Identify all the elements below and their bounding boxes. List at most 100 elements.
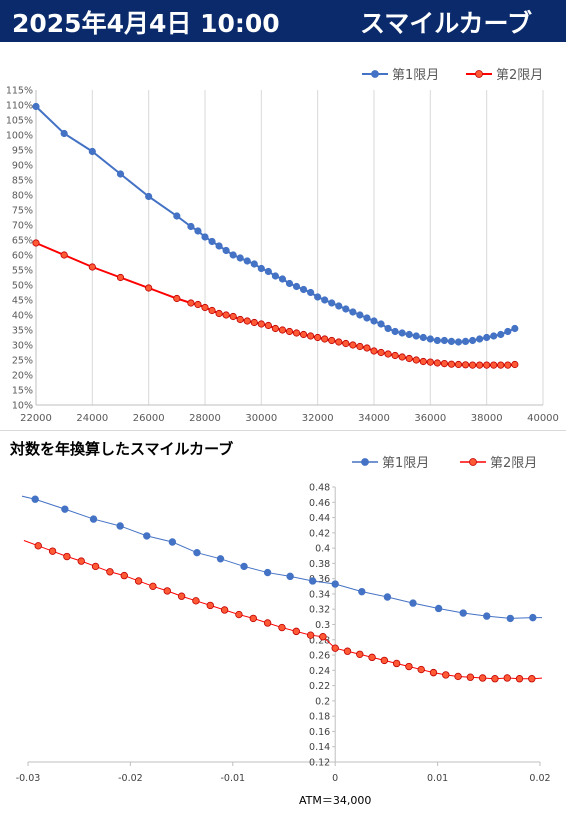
y-tick-label: 0.18 (309, 712, 330, 723)
data-point (208, 237, 216, 246)
data-point (60, 129, 68, 138)
data-point (370, 347, 378, 355)
x-tick-label: 0.02 (529, 773, 550, 784)
x-tick-label: 36000 (414, 413, 446, 424)
data-point (461, 361, 470, 369)
y-tick-label: 70% (12, 221, 33, 232)
data-point (236, 315, 244, 324)
data-point (392, 659, 401, 668)
data-point (63, 552, 71, 561)
data-point (447, 360, 456, 368)
x-tick-label: 26000 (133, 413, 165, 424)
data-point (417, 665, 425, 674)
data-point (235, 610, 243, 619)
data-point (504, 327, 512, 336)
data-point (292, 329, 301, 337)
data-point (61, 505, 69, 513)
data-point (91, 562, 100, 571)
data-point (468, 361, 477, 369)
y-tick-label: 0.38 (309, 559, 330, 570)
y-tick-label: 0.24 (309, 666, 330, 677)
y-tick-label: 85% (12, 176, 33, 187)
y-tick-label: 115% (6, 86, 33, 97)
data-point (299, 330, 308, 339)
series-line (22, 495, 542, 619)
series-line (23, 540, 542, 680)
data-point (398, 353, 406, 361)
legend-marker (371, 70, 379, 78)
legend-marker (469, 458, 477, 466)
legend-label: 第2限月 (490, 456, 537, 471)
data-point (31, 495, 39, 503)
x-tick-label: 34000 (358, 413, 390, 424)
legend-label: 第1限月 (382, 456, 429, 471)
data-point (307, 288, 315, 297)
data-point (250, 318, 258, 327)
x-tick-label: 32000 (302, 413, 334, 424)
data-point (483, 361, 491, 369)
data-point (356, 650, 364, 658)
data-point (32, 102, 40, 111)
data-point (384, 324, 392, 333)
data-point (391, 351, 399, 360)
data-point (434, 604, 443, 613)
data-point (468, 336, 477, 345)
y-tick-label: 100% (6, 131, 33, 142)
x-tick-label: 38000 (471, 413, 503, 424)
data-point (229, 251, 237, 259)
data-point (278, 623, 286, 632)
y-tick-label: 105% (6, 116, 33, 127)
data-point (419, 333, 427, 342)
data-point (447, 337, 456, 345)
data-point (149, 582, 157, 591)
y-tick-label: 45% (12, 296, 33, 307)
data-point (120, 571, 128, 580)
data-point (177, 592, 186, 600)
data-point (461, 337, 470, 345)
data-point (271, 272, 280, 280)
data-point (229, 312, 237, 321)
data-point (377, 348, 385, 357)
data-point (321, 296, 329, 304)
y-tick-label: 40% (12, 311, 33, 322)
data-point (433, 359, 441, 367)
x-tick-label: 24000 (76, 413, 108, 424)
data-point (412, 356, 420, 364)
date-time: 2025年4月4日 10:00 (12, 9, 280, 38)
y-tick-label: 90% (12, 161, 33, 172)
data-point (377, 320, 385, 328)
data-point (398, 329, 406, 337)
page-title: スマイルカーブ (359, 9, 532, 38)
data-point (454, 360, 463, 369)
y-tick-label: 0.22 (309, 681, 330, 692)
data-point (483, 612, 491, 620)
data-point (433, 336, 441, 345)
data-point (216, 555, 225, 563)
data-point (263, 619, 272, 627)
y-tick-label: 0.28 (309, 635, 330, 646)
y-tick-label: 0.48 (309, 483, 330, 494)
data-point (193, 548, 201, 557)
data-point (528, 675, 536, 683)
y-tick-label: 110% (6, 101, 33, 112)
y-tick-label: 65% (12, 236, 33, 247)
data-point (307, 332, 315, 340)
data-point (511, 324, 519, 333)
data-point (384, 350, 392, 358)
y-tick-label: 0.26 (309, 651, 330, 662)
data-point (145, 192, 153, 201)
data-point (476, 335, 484, 343)
data-point (89, 515, 98, 523)
x-tick-label: 0.01 (427, 773, 448, 784)
data-point (412, 332, 420, 340)
x-tick-label: 22000 (20, 413, 52, 424)
data-point (194, 300, 202, 309)
data-point (77, 557, 85, 565)
y-tick-label: 0.32 (309, 605, 330, 616)
series-line (35, 105, 516, 344)
data-point (409, 599, 417, 607)
y-tick-label: 20% (12, 371, 33, 382)
data-point (529, 613, 537, 622)
y-tick-label: 10% (12, 401, 33, 412)
legend-marker (361, 458, 369, 466)
